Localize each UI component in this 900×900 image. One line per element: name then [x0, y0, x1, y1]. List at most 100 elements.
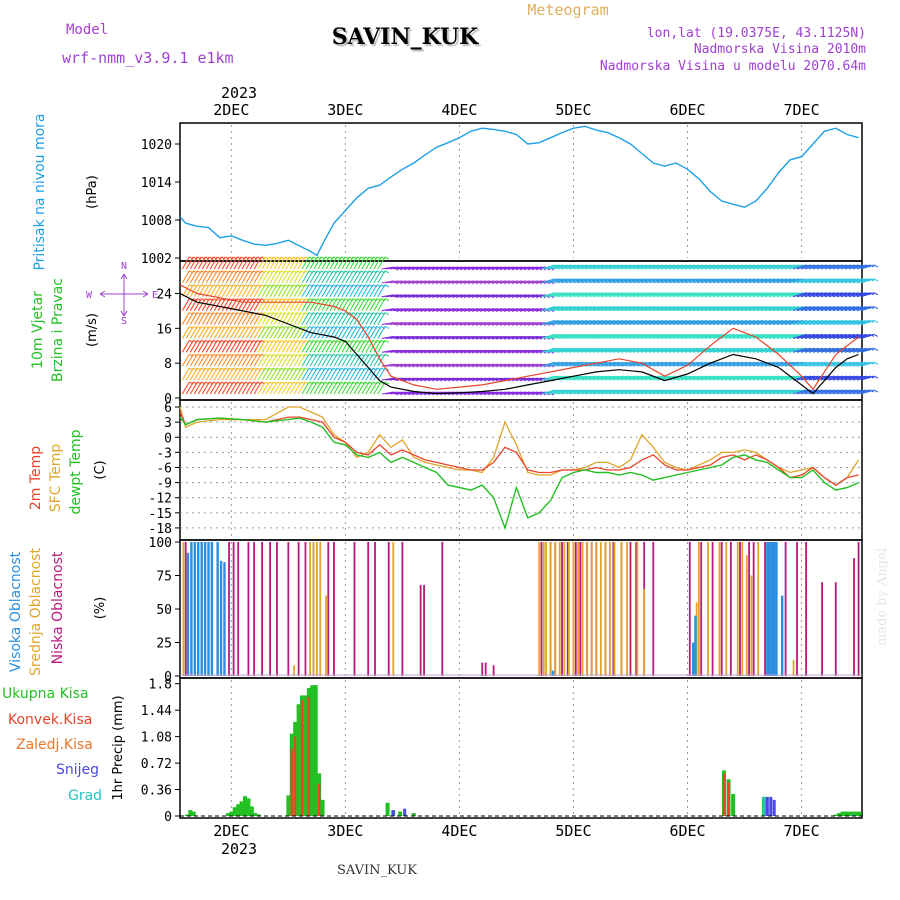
wind-barb — [716, 264, 731, 270]
wind-barb — [776, 320, 791, 326]
panel-temperature — [179, 399, 863, 541]
wind-barb — [293, 353, 302, 367]
wind-barb — [425, 363, 438, 367]
wind-barb — [413, 363, 426, 367]
wind-barb — [413, 335, 426, 339]
wind-barb — [832, 292, 847, 298]
wind-barb — [437, 349, 450, 353]
wind-barb — [269, 367, 278, 381]
wind-barb — [285, 326, 294, 339]
wind-barb — [217, 312, 226, 325]
wind-barb — [201, 340, 210, 353]
wind-barb — [653, 347, 667, 353]
precip-total-bar — [310, 685, 315, 816]
wind-barb — [529, 280, 542, 284]
wind-barb — [669, 347, 683, 353]
wind-barb — [665, 347, 679, 353]
precip-tick-label: 1.8 — [149, 678, 172, 693]
cloud-mid-bar — [595, 542, 598, 676]
wind-barb — [189, 340, 198, 353]
wind-barb — [389, 266, 402, 270]
wind-barb-field — [181, 256, 879, 396]
wind-barb — [293, 270, 302, 284]
wind-barb — [621, 292, 635, 298]
wind-barb — [381, 280, 394, 284]
wind-barb — [661, 333, 675, 339]
wind-barb — [740, 264, 755, 270]
wind-barb — [625, 292, 639, 298]
wind-barb — [305, 270, 314, 284]
cloud-low-bar — [327, 542, 330, 676]
wind-barb — [349, 326, 358, 339]
wind-barb — [673, 375, 687, 381]
cloud-low-bar — [729, 542, 732, 676]
wind-barb — [509, 349, 522, 353]
wind-barb — [293, 340, 302, 353]
wind-barb — [357, 381, 366, 395]
wind-barb — [393, 294, 406, 298]
wind-barb — [800, 333, 815, 339]
wind-barb — [421, 363, 434, 367]
wind-barb — [808, 278, 823, 284]
wind-barb — [369, 256, 378, 270]
wind-barb — [689, 333, 703, 339]
wind-barb — [848, 389, 863, 395]
wind-barb — [385, 391, 398, 395]
wind-barb — [569, 264, 583, 270]
wind-barb — [201, 256, 210, 270]
wind-barb — [229, 381, 238, 395]
wind-barb — [265, 326, 274, 339]
wind-barb — [529, 308, 542, 312]
wind-barb — [581, 320, 595, 326]
wind-barb — [257, 270, 266, 284]
wind-barb — [641, 361, 655, 367]
wind-barb — [445, 349, 458, 353]
wind-barb — [441, 349, 454, 353]
wind-barb — [425, 349, 438, 353]
wind-barb — [760, 292, 775, 298]
wind-barb — [812, 306, 827, 312]
wind-barb — [597, 347, 611, 353]
wind-barb — [333, 340, 342, 353]
wind-barb — [245, 298, 254, 311]
wind-barb — [848, 306, 863, 312]
cloud-low-bar — [784, 542, 787, 676]
wind-barb — [561, 389, 575, 395]
wind-barb — [669, 278, 683, 284]
wind-barb — [401, 280, 414, 284]
wind-barb — [461, 280, 474, 284]
wind-barb — [225, 381, 234, 395]
wind-barb — [361, 312, 370, 325]
wind-barb — [245, 284, 254, 298]
wind-barb — [764, 320, 779, 326]
wind-barb — [724, 320, 739, 326]
wind-barb — [860, 333, 875, 339]
wind-barb — [836, 375, 851, 381]
wind-barb — [792, 278, 807, 284]
wind-barb — [384, 339, 390, 343]
wind-barb — [581, 347, 595, 353]
wind-barb — [605, 278, 619, 284]
wind-barb — [553, 264, 567, 270]
wind-barb — [653, 389, 667, 395]
wind-barb — [832, 389, 847, 395]
wind-barb — [856, 347, 871, 353]
wind-barb — [305, 340, 314, 353]
wind-barb — [265, 256, 274, 270]
wind-barb — [720, 278, 735, 284]
wind-barb — [301, 326, 310, 339]
wind-barb — [589, 320, 603, 326]
wind-barb — [808, 320, 823, 326]
wind-barb — [856, 375, 871, 381]
wind-barb — [305, 256, 314, 270]
wind-barb — [273, 256, 282, 270]
wind-barb — [225, 340, 234, 353]
cloud-high-bar — [186, 552, 190, 676]
wind-barb — [605, 264, 619, 270]
wind-barb — [553, 389, 567, 395]
wind-barb — [577, 292, 591, 298]
wind-barb — [221, 340, 230, 353]
wind-barb — [645, 278, 659, 284]
wind-barb — [185, 312, 194, 325]
wind-barb — [501, 322, 514, 326]
